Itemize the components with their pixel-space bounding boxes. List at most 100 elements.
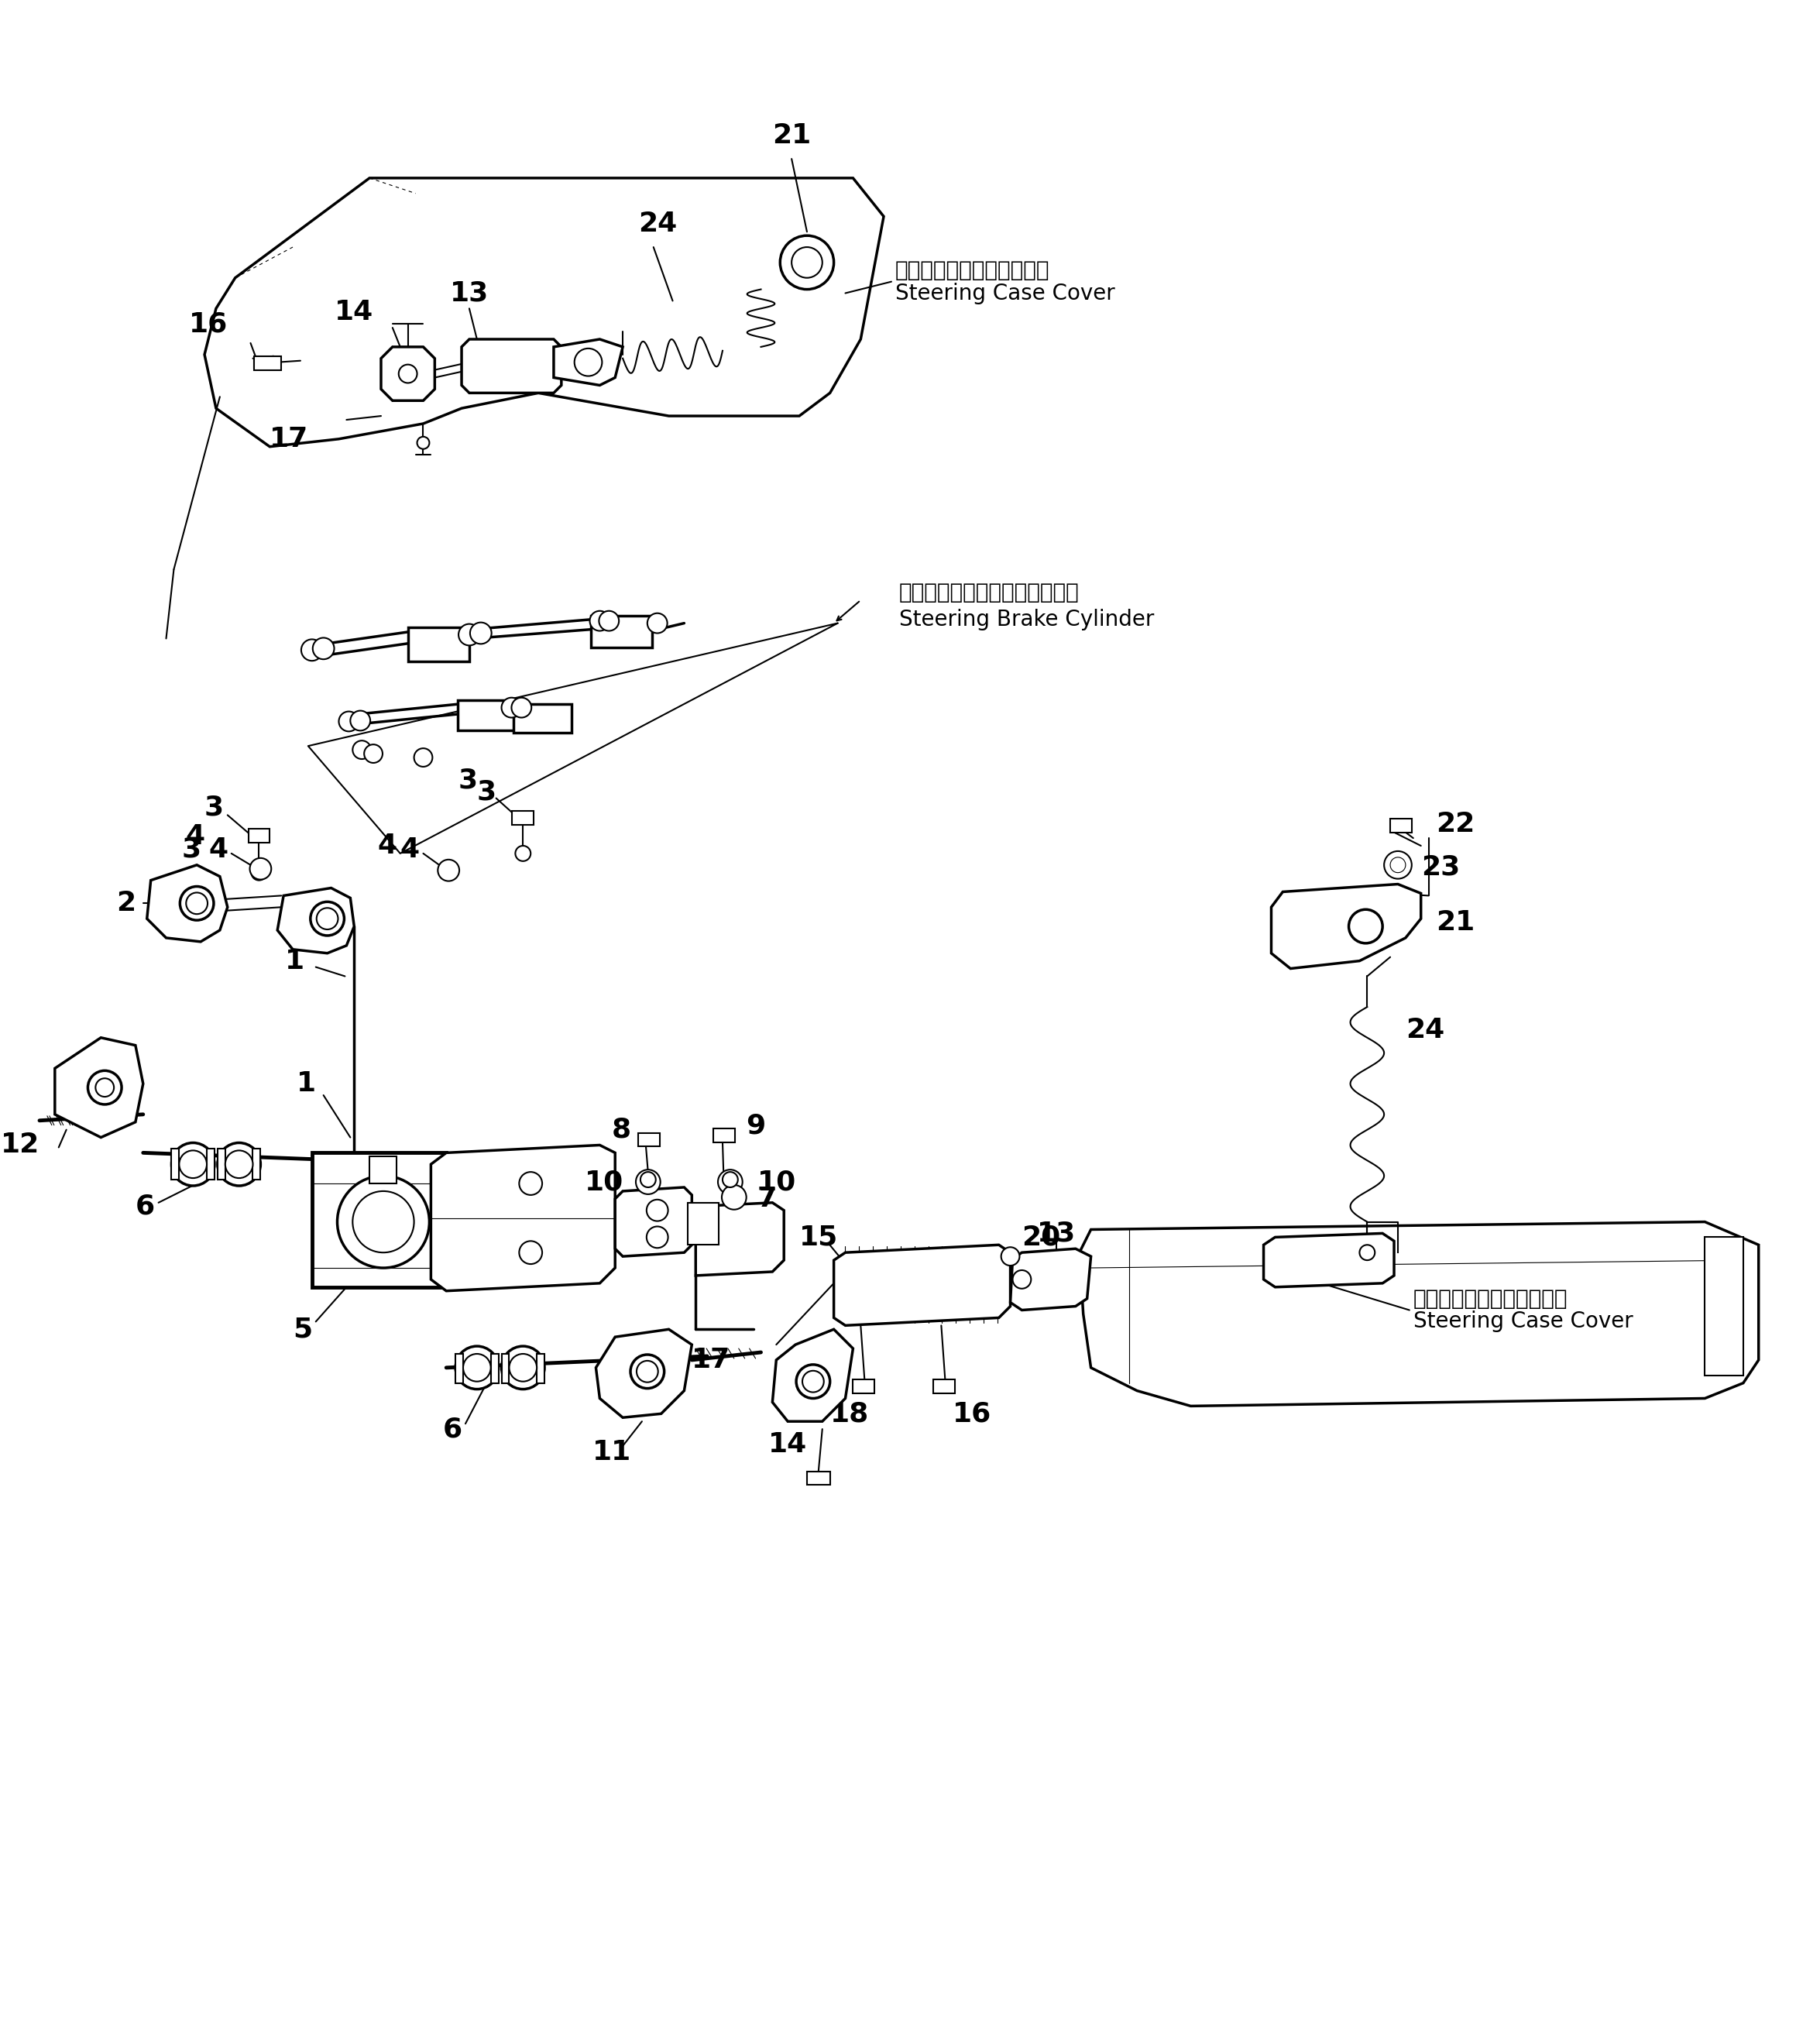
Text: 21: 21 [772,122,812,148]
Bar [854,1378,874,1393]
Text: Steering Case Cover: Steering Case Cover [1414,1311,1633,1332]
Circle shape [313,637,335,660]
Polygon shape [615,1188,692,1257]
Circle shape [646,1200,668,1222]
Bar [688,1202,719,1244]
Circle shape [510,1354,537,1382]
Circle shape [519,1240,542,1265]
Circle shape [399,365,417,384]
Text: 13: 13 [1037,1220,1076,1246]
Bar [590,615,652,648]
Text: 9: 9 [746,1112,764,1139]
Polygon shape [595,1330,692,1417]
Circle shape [251,865,268,881]
Circle shape [723,1186,746,1210]
Text: 4: 4 [400,836,420,863]
Circle shape [1354,1238,1381,1267]
Text: 21: 21 [1436,909,1476,936]
Text: 3: 3 [477,780,497,806]
Text: 1: 1 [286,948,304,974]
Circle shape [648,613,668,633]
Bar [207,1149,215,1179]
Circle shape [1001,1246,1019,1265]
Circle shape [1360,1244,1374,1261]
Text: 4: 4 [186,824,206,851]
Bar [311,1153,446,1287]
Text: Steering Case Cover: Steering Case Cover [895,282,1116,304]
Polygon shape [462,339,561,394]
Circle shape [599,611,619,631]
Text: 6: 6 [442,1415,462,1441]
Polygon shape [380,347,435,400]
Text: 7: 7 [757,1186,777,1212]
Bar [459,700,515,731]
Text: 17: 17 [269,426,309,453]
Bar [218,1149,226,1179]
Circle shape [300,639,322,662]
Text: 22: 22 [1436,812,1476,838]
Circle shape [459,623,480,646]
Text: ステアリングケースカバー: ステアリングケースカバー [895,260,1050,280]
Bar [1705,1236,1744,1376]
Circle shape [455,1346,499,1389]
Circle shape [630,1354,664,1389]
Circle shape [502,698,522,717]
Circle shape [1383,851,1412,879]
Text: ステアリングケースカバー: ステアリングケースカバー [1414,1287,1567,1309]
Text: 14: 14 [335,298,373,325]
Circle shape [781,235,834,290]
Text: 3: 3 [204,794,224,820]
Circle shape [637,1360,659,1382]
Circle shape [226,1151,253,1177]
Circle shape [349,710,369,731]
Bar [369,1157,397,1183]
Circle shape [413,749,433,767]
Text: 19: 19 [1037,1250,1076,1277]
Bar [502,1354,510,1382]
Text: 2: 2 [116,891,136,916]
Circle shape [723,1171,737,1188]
Text: 20: 20 [1021,1224,1061,1250]
Bar [934,1378,956,1393]
Circle shape [417,436,430,449]
Polygon shape [1010,1248,1090,1309]
Circle shape [311,901,344,936]
Circle shape [470,623,491,644]
Circle shape [87,1070,122,1104]
Text: 13: 13 [450,280,490,307]
Bar [1390,818,1412,832]
Text: 10: 10 [757,1169,795,1196]
Text: 16: 16 [954,1401,992,1427]
Text: 14: 14 [768,1431,808,1458]
Text: 11: 11 [592,1439,632,1466]
Polygon shape [772,1330,854,1421]
Circle shape [575,349,602,376]
Text: 10: 10 [584,1169,622,1196]
Text: 4: 4 [207,836,228,863]
Text: 3: 3 [459,767,477,794]
Text: ステアリングブレーキシリンダ: ステアリングブレーキシリンダ [899,583,1079,603]
Circle shape [646,1226,668,1248]
Circle shape [95,1078,115,1096]
Circle shape [180,887,213,920]
Text: 6: 6 [135,1194,155,1220]
Text: 8: 8 [612,1117,632,1143]
Polygon shape [1270,885,1421,968]
Polygon shape [147,865,228,942]
Circle shape [317,907,339,930]
Circle shape [641,1171,655,1188]
Polygon shape [431,1145,615,1291]
Bar [171,1149,178,1179]
Circle shape [502,1346,544,1389]
Circle shape [1390,857,1405,873]
Circle shape [515,847,531,861]
Text: 3: 3 [182,836,200,863]
Polygon shape [834,1244,1010,1326]
Circle shape [249,859,271,879]
Bar [713,1129,735,1143]
Circle shape [353,741,371,759]
Bar [806,1472,830,1486]
Bar [255,355,282,369]
Polygon shape [204,179,885,447]
Circle shape [186,893,207,914]
